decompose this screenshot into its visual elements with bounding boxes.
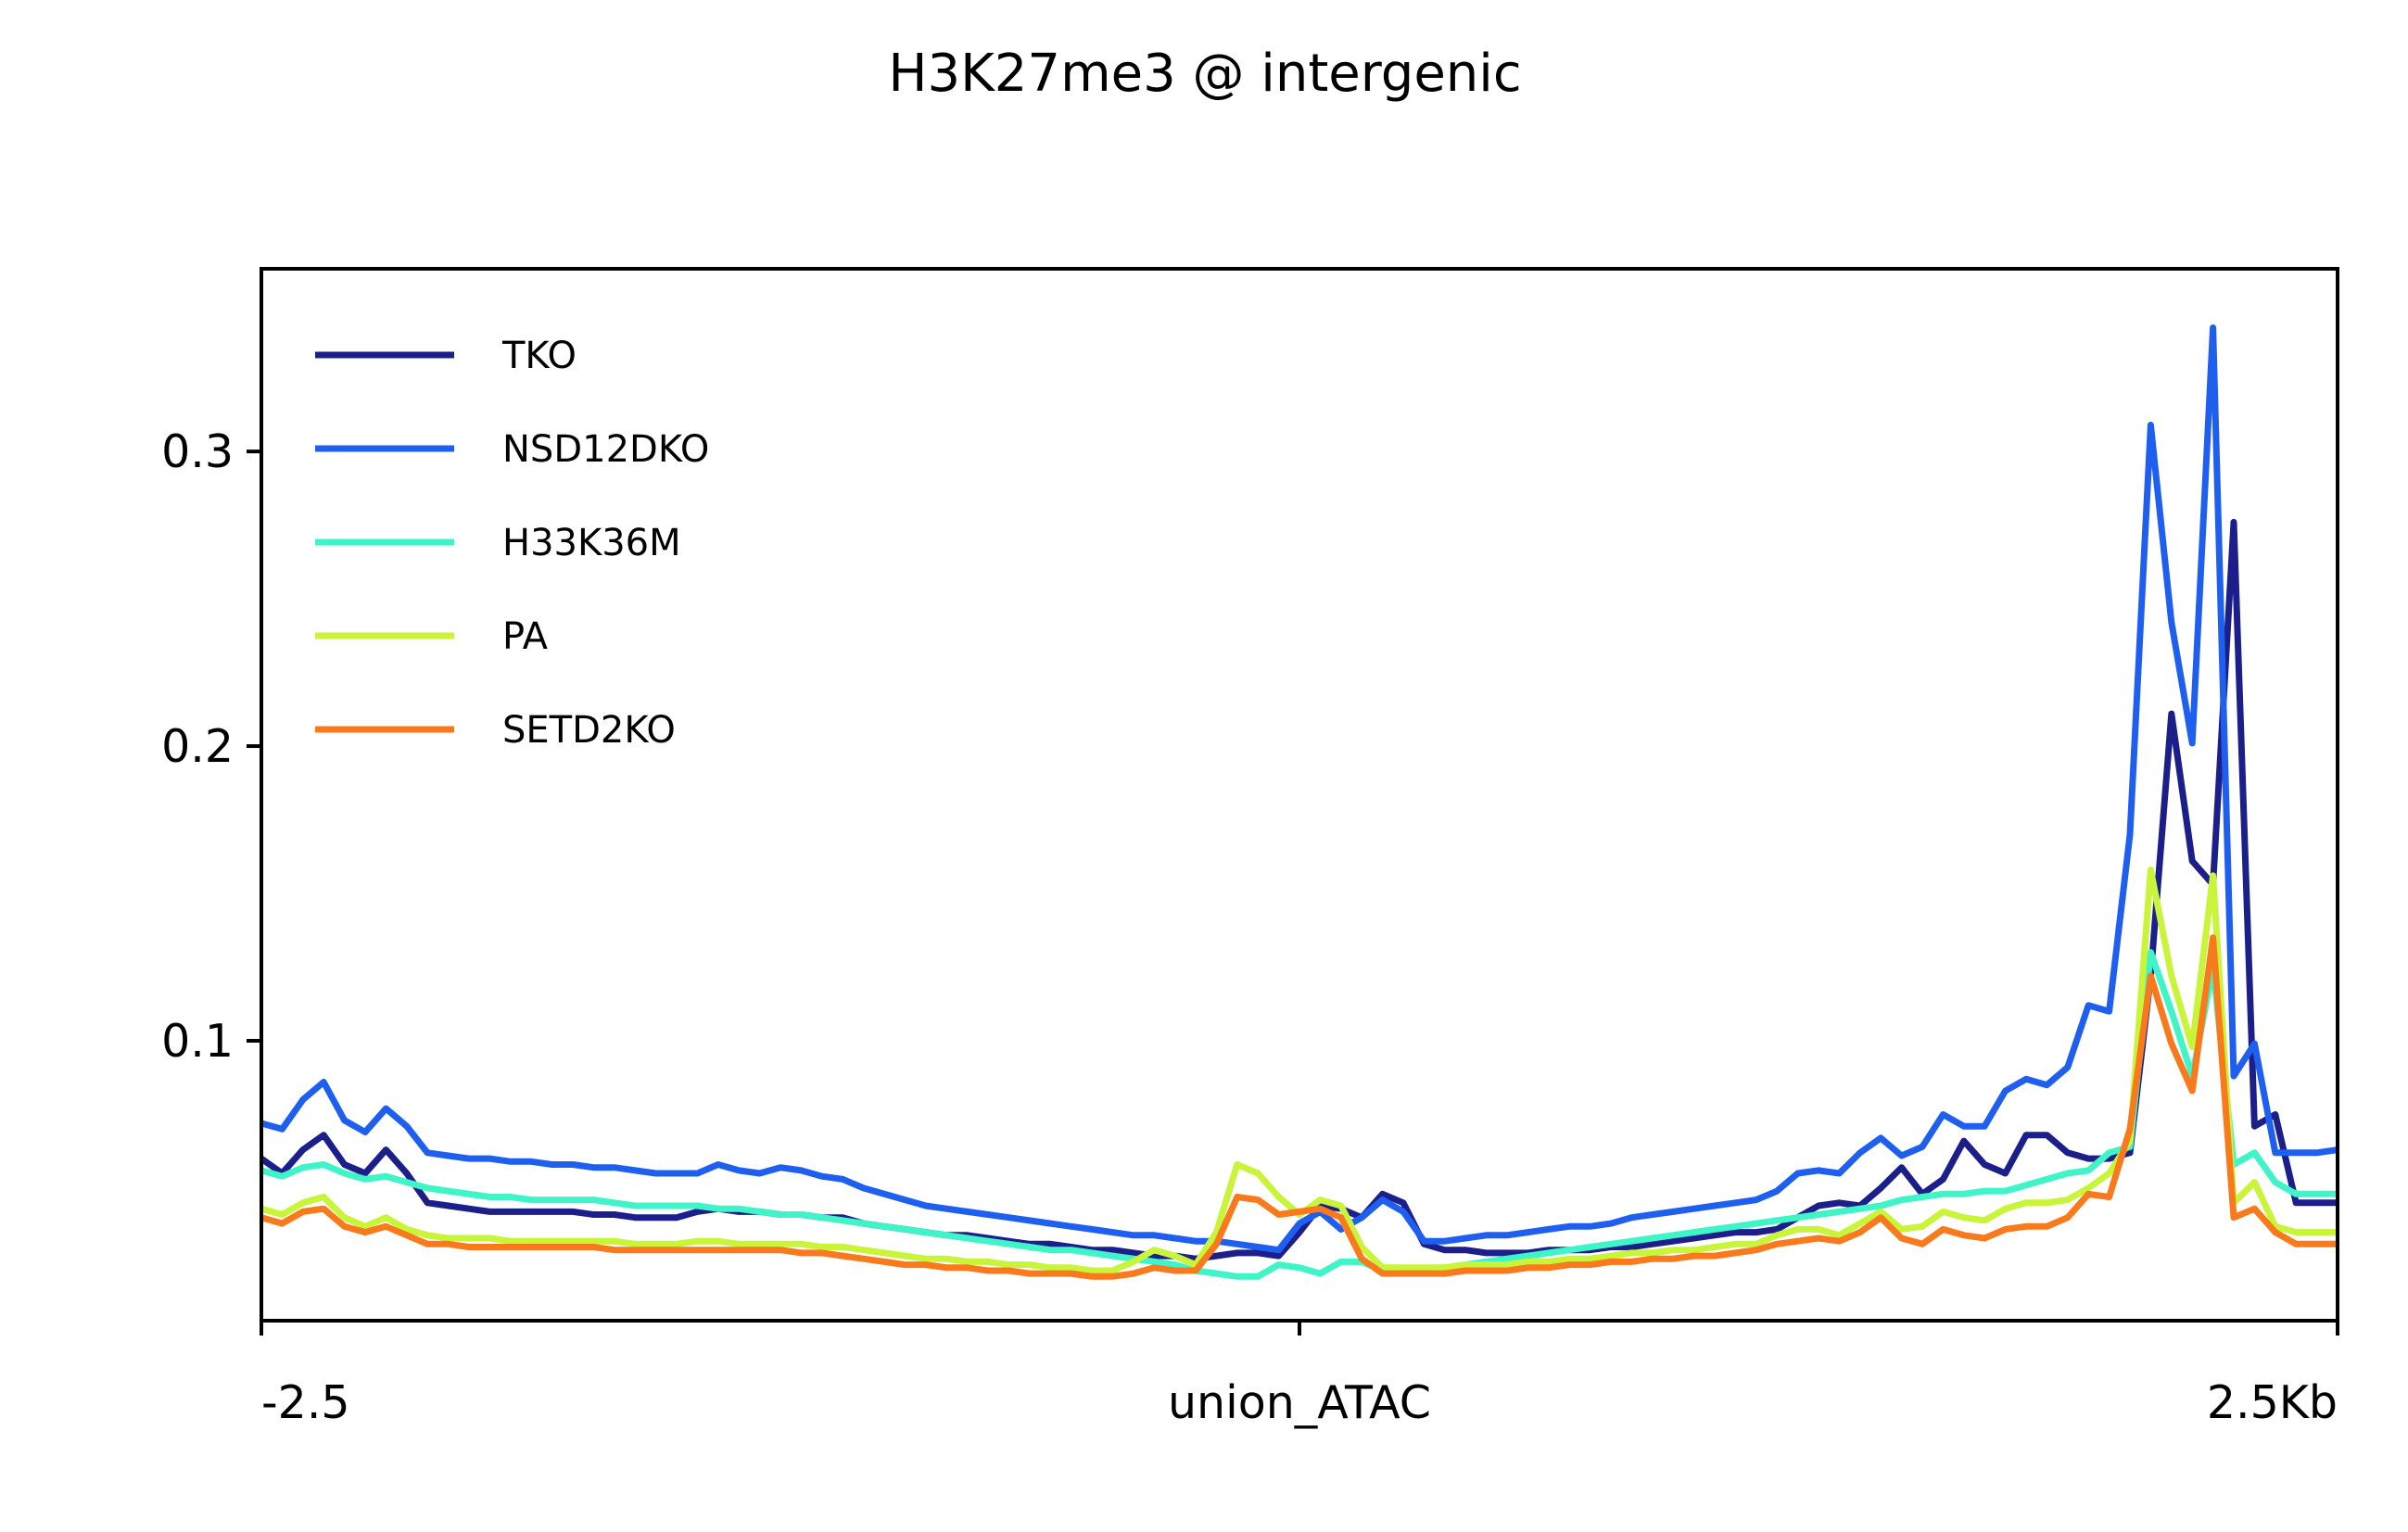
series-line-setd2ko [260, 934, 2338, 1280]
x-tick-label: -2.5 [261, 1376, 350, 1429]
x-tick-label: 2.5Kb [2207, 1376, 2338, 1429]
x-tick-label: union_ATAC [1168, 1376, 1431, 1429]
y-tick-label: 0.1 [161, 1015, 234, 1068]
plot-area [259, 324, 2338, 1280]
chart-title: H3K27me3 @ intergenic [888, 44, 1521, 104]
series-line-h33k36m [260, 949, 2338, 1280]
legend-label-nsd12dko: NSD12DKO [502, 428, 709, 471]
legend-label-h33k36m: H33K36M [502, 522, 681, 564]
series-line-nsd12dko [260, 324, 2338, 1254]
legend-label-tko: TKO [501, 335, 577, 377]
y-tick-label: 0.3 [161, 425, 234, 478]
axes: 0.1 0.2 0.3 -2.5 union_ATAC 2.5Kb [161, 425, 2339, 1429]
legend-label-pa: PA [502, 615, 549, 658]
series-line-tko [259, 518, 2338, 1262]
legend-label-setd2ko: SETD2KO [502, 709, 676, 752]
y-tick-label: 0.2 [161, 720, 234, 773]
legend: TKO NSD12DKO H33K36M PA SETD2KO [315, 335, 709, 752]
